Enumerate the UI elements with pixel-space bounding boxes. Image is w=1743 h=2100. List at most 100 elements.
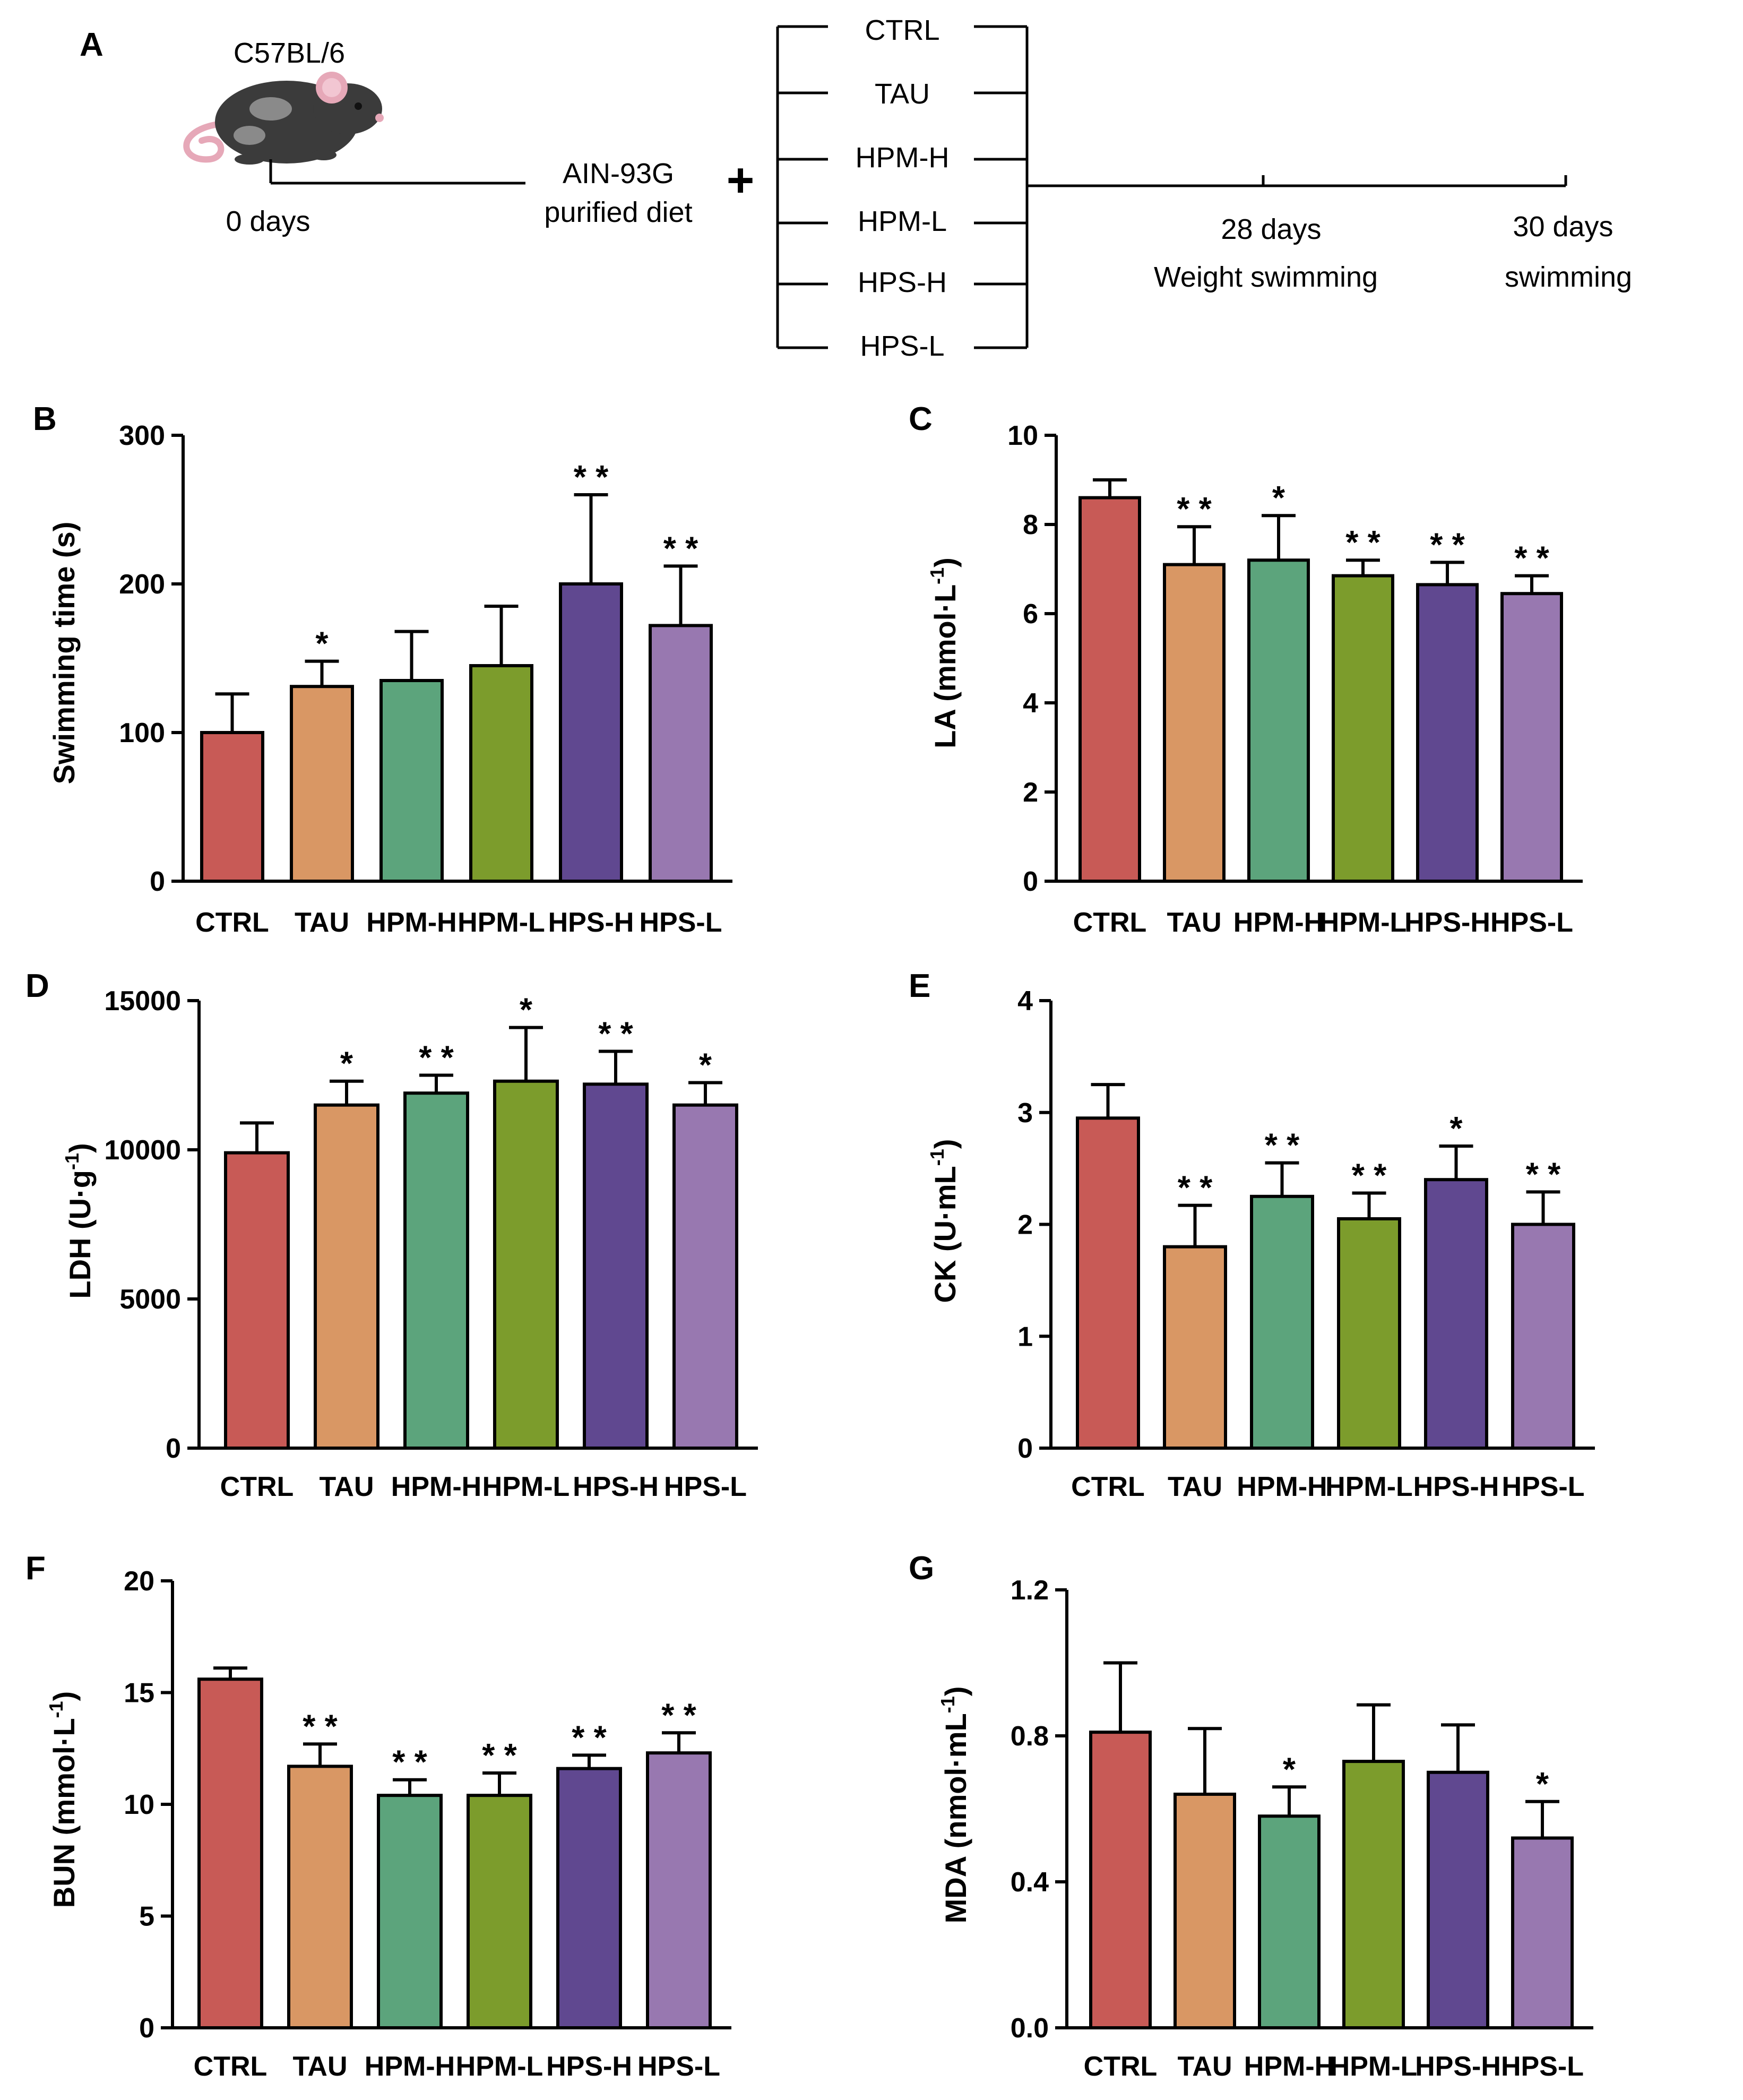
x-tick-label: CTRL [194, 2051, 268, 2082]
significance-marker: * * [1265, 1128, 1300, 1164]
strain-label: C57BL/6 [234, 37, 345, 69]
y-tick-label: 200 [119, 569, 165, 600]
y-axis-label-end: ) [47, 1691, 81, 1701]
y-tick-label: 0 [1017, 1433, 1033, 1464]
x-tick-label: HPS-H [546, 2051, 632, 2082]
x-tick-label: HPM-L [456, 2051, 543, 2082]
bar-hpm-h [1258, 1814, 1321, 2029]
y-tick-label: 15 [124, 1678, 154, 1709]
y-tick-label: 3 [1017, 1098, 1033, 1129]
bar-hps-h [1416, 583, 1479, 883]
group-label-tau: TAU [875, 78, 930, 110]
y-tick-label: 0 [166, 1433, 181, 1464]
x-tick-label: HPM-L [1319, 907, 1407, 938]
bar-hpm-h [1250, 1194, 1314, 1450]
y-tick-label: 0.0 [1011, 2013, 1049, 2044]
bar-hps-h [1424, 1178, 1488, 1450]
y-tick-label: 0.8 [1011, 1721, 1049, 1752]
x-tick-label: HPM-L [1330, 2051, 1418, 2082]
bar-hps-l [672, 1103, 738, 1450]
bar-hpm-l [1337, 1217, 1401, 1450]
x-tick-label: CTRL [1071, 1471, 1145, 1502]
bar-tau [287, 1765, 353, 2029]
significance-marker: * [1449, 1111, 1463, 1147]
y-tick-label: 4 [1023, 688, 1038, 719]
bar-hps-h [556, 1767, 622, 2029]
significance-marker: * * [1430, 527, 1465, 563]
x-tick-label: TAU [1177, 2051, 1232, 2082]
bar-hpm-h [377, 1794, 443, 2029]
significance-marker: * [340, 1046, 353, 1082]
bar-ctrl [224, 1151, 290, 1450]
significance-marker: * * [661, 1697, 696, 1734]
bar-tau [1163, 1245, 1227, 1450]
x-tick-label: TAU [292, 2051, 347, 2082]
x-tick-label: HPS-H [548, 907, 634, 938]
y-tick-label: 300 [119, 420, 165, 451]
y-axis-label: LDH (U·g-1) [61, 1143, 97, 1298]
y-axis-label-end: ) [63, 1143, 97, 1153]
significance-marker: * * [572, 1719, 607, 1756]
plus-sign: + [727, 154, 755, 207]
significance-marker: * * [392, 1744, 427, 1781]
bar-ctrl [197, 1677, 263, 2029]
y-axis-label: Swimming time (s) [47, 522, 81, 785]
y-tick-label: 2 [1023, 777, 1038, 808]
y-tick-label: 15000 [104, 986, 181, 1017]
bar-ctrl [200, 731, 264, 883]
diet-label-line1: AIN-93G [563, 158, 674, 190]
x-tick-label: HPM-H [1233, 907, 1324, 938]
panel-label-g: G [909, 1550, 934, 1587]
chart-panel-c: 0 2 4 6 8 10 LA (mmol·L-1) C CTRL * * TAU * HPM-H * *… [909, 401, 1583, 938]
significance-marker: * * [482, 1737, 517, 1774]
chart-panel-b: 0 100 200 300 Swimming time (s) B CTRL * TAU HPM-… [33, 401, 732, 938]
x-tick-label: HPS-H [1413, 1471, 1499, 1502]
y-tick-label: 0 [1023, 866, 1038, 897]
significance-marker: * [1536, 1766, 1549, 1803]
bar-hps-l [646, 1751, 712, 2029]
significance-marker: * * [1526, 1156, 1561, 1193]
bar-hps-h [583, 1082, 649, 1450]
y-tick-label: 4 [1017, 986, 1033, 1017]
x-tick-label: HPM-H [365, 2051, 455, 2082]
panel-label-f: F [25, 1550, 46, 1587]
x-tick-label: HPS-H [1404, 907, 1490, 938]
group-label-hpm-l: HPM-L [858, 205, 947, 237]
y-axis-label-end: ) [939, 1686, 972, 1697]
x-tick-label: CTRL [220, 1471, 294, 1502]
significance-marker: * [1272, 480, 1285, 517]
x-tick-label: HPS-H [1415, 2051, 1501, 2082]
bar-hpm-l [469, 664, 533, 883]
group-label-hpm-h: HPM-H [856, 142, 950, 174]
y-axis-label-main: Swimming time (s) [47, 522, 81, 785]
bar-hps-h [1427, 1770, 1489, 2029]
x-tick-label: CTRL [1084, 2051, 1158, 2082]
bar-ctrl [1078, 496, 1141, 883]
bar-tau [1173, 1793, 1236, 2029]
y-tick-label: 10 [1007, 420, 1038, 451]
x-tick-label: TAU [1168, 1471, 1222, 1502]
bar-hps-h [559, 582, 623, 883]
x-tick-label: CTRL [1073, 907, 1147, 938]
significance-marker: * * [1178, 1170, 1213, 1207]
bar-hps-l [1511, 1836, 1574, 2029]
x-tick-label: HPS-H [573, 1471, 659, 1502]
mouse-icon [183, 72, 384, 165]
significance-marker: * * [663, 530, 698, 567]
panel-a-schematic: A C57BL/6 0 days AIN-93G purified diet +… [80, 14, 1632, 362]
y-axis-label-sup: -1 [937, 1696, 959, 1713]
y-axis-label-sup: -1 [926, 567, 948, 584]
day28-label: 28 days [1221, 213, 1321, 245]
significance-marker: * [315, 626, 329, 662]
significance-marker: * * [1177, 491, 1212, 528]
significance-marker: * * [303, 1708, 338, 1745]
panel-label-a: A [80, 27, 103, 63]
group-label-hps-h: HPS-H [858, 266, 947, 298]
y-axis-label-main: LDH (U·g [63, 1170, 97, 1299]
panel-label-e: E [909, 968, 930, 1004]
bar-hps-l [1511, 1223, 1575, 1450]
y-axis-label: BUN (mmol·L-1) [45, 1691, 81, 1908]
y-tick-label: 1.2 [1011, 1575, 1049, 1606]
significance-marker: * * [598, 1016, 633, 1053]
